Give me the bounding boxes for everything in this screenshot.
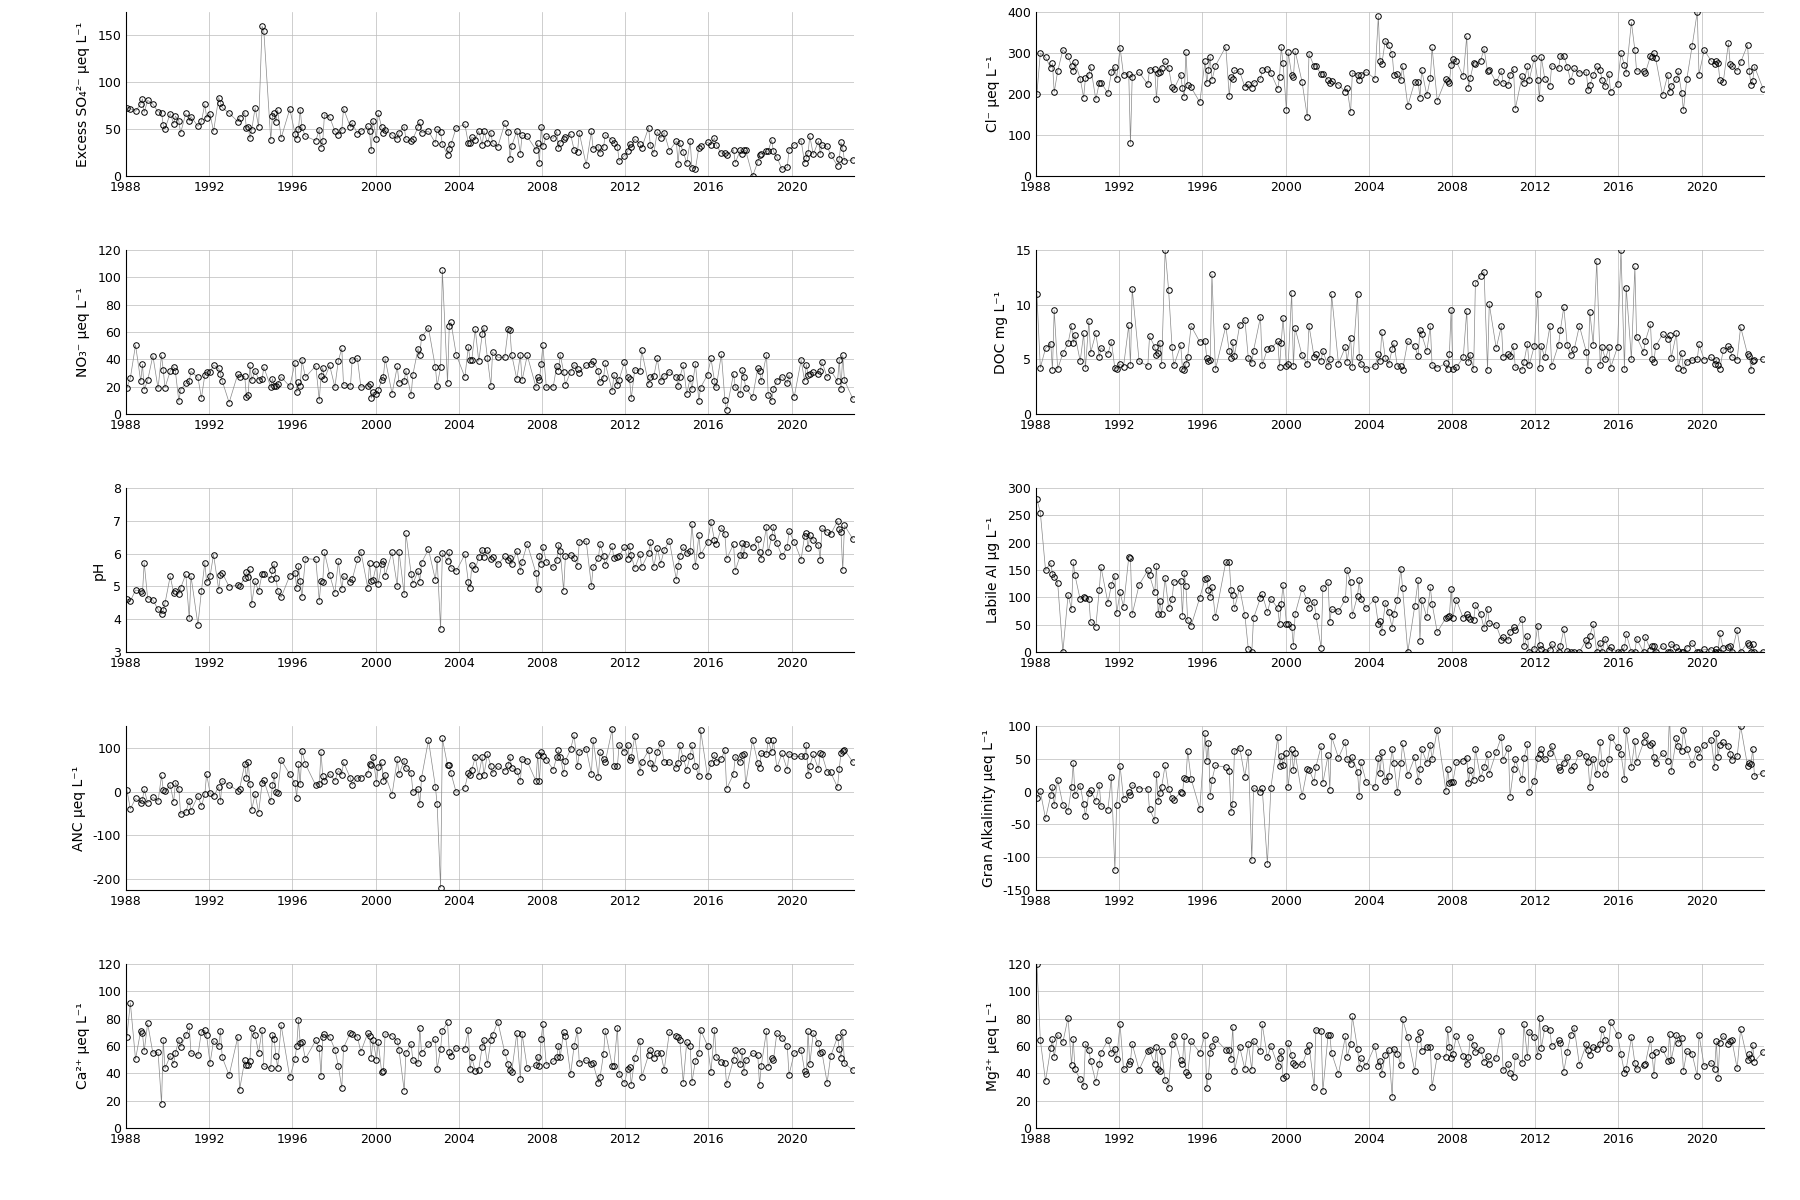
Y-axis label: DOC mg L⁻¹: DOC mg L⁻¹	[994, 290, 1008, 373]
Y-axis label: Labile Al μg L⁻¹: Labile Al μg L⁻¹	[986, 517, 1001, 623]
Y-axis label: Ca²⁺ μeq L⁻¹: Ca²⁺ μeq L⁻¹	[76, 1002, 90, 1090]
Y-axis label: pH: pH	[92, 560, 106, 580]
Y-axis label: Mg²⁺ μeq L⁻¹: Mg²⁺ μeq L⁻¹	[986, 1001, 1001, 1091]
Y-axis label: Excess SO₄²⁻ μeq L⁻¹: Excess SO₄²⁻ μeq L⁻¹	[76, 22, 90, 167]
Y-axis label: NO₃⁻ μeq L⁻¹: NO₃⁻ μeq L⁻¹	[76, 287, 90, 377]
Y-axis label: ANC μeq L⁻¹: ANC μeq L⁻¹	[72, 766, 86, 851]
Y-axis label: Cl⁻ μeq L⁻¹: Cl⁻ μeq L⁻¹	[986, 55, 1001, 132]
Y-axis label: Gran Alkalinity μeq L⁻¹: Gran Alkalinity μeq L⁻¹	[981, 730, 995, 887]
